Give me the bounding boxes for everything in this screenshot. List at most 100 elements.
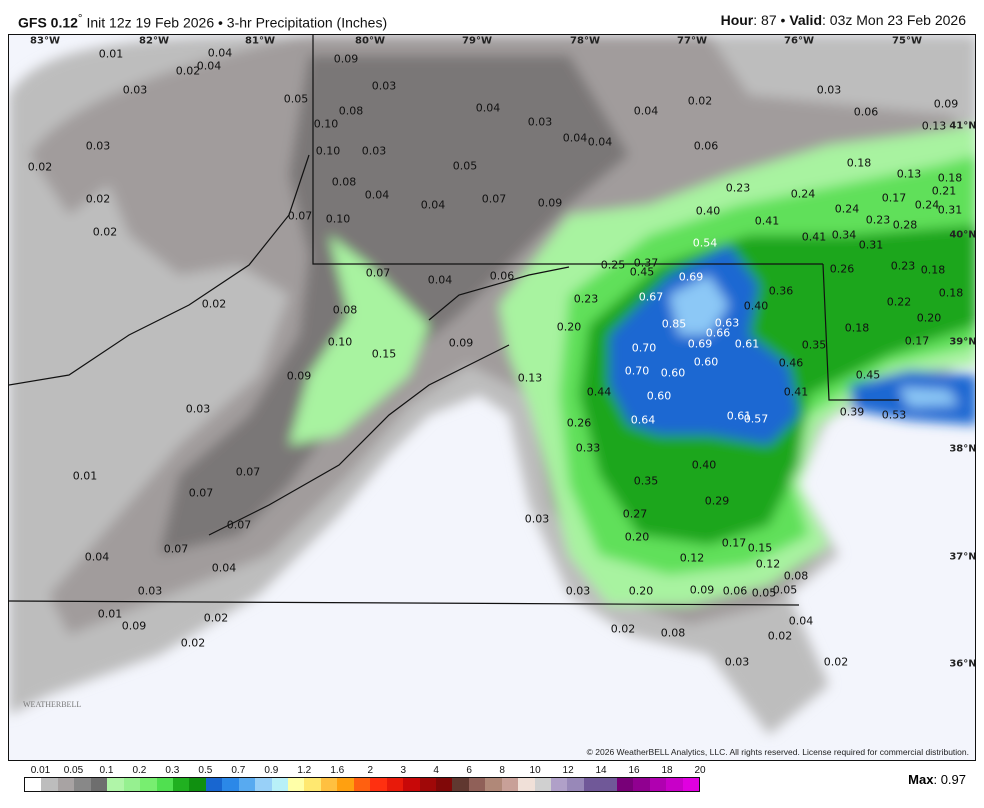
precip-value-label: 0.08 bbox=[783, 569, 809, 583]
legend-swatch bbox=[156, 778, 173, 791]
legend-swatch bbox=[288, 778, 305, 791]
precip-value-label: 0.07 bbox=[163, 542, 189, 556]
precip-value-label: 0.12 bbox=[755, 557, 781, 571]
precip-value-label: 0.03 bbox=[724, 655, 750, 669]
hour-label: Hour bbox=[720, 12, 754, 28]
precip-value-label: 0.24 bbox=[834, 202, 860, 216]
precip-value-label: 0.28 bbox=[892, 218, 918, 232]
legend-tick-label: 1.2 bbox=[297, 765, 312, 776]
legend-tick-label: 3 bbox=[400, 765, 406, 776]
precip-value-label: 0.04 bbox=[788, 614, 814, 628]
precip-value-label: 0.60 bbox=[693, 355, 719, 369]
legend-swatch bbox=[403, 778, 420, 791]
precip-value-label: 0.04 bbox=[420, 198, 446, 212]
legend-swatch bbox=[370, 778, 387, 791]
legend-swatch bbox=[452, 778, 469, 791]
legend-swatch bbox=[633, 778, 650, 791]
precip-value-label: 0.60 bbox=[660, 366, 686, 380]
precip-value-label: 0.18 bbox=[846, 156, 872, 170]
precip-value-label: 0.20 bbox=[916, 311, 942, 325]
precip-value-label: 0.09 bbox=[689, 583, 715, 597]
precip-value-label: 0.09 bbox=[333, 52, 359, 66]
precip-value-label: 0.85 bbox=[661, 317, 687, 331]
legend-swatch bbox=[567, 778, 584, 791]
legend-tick-label: 0.7 bbox=[231, 765, 246, 776]
legend-swatch bbox=[222, 778, 239, 791]
legend-swatch bbox=[468, 778, 486, 791]
init-text: Init 12z 19 Feb 2026 • 3-hr Precipitatio… bbox=[82, 14, 388, 31]
precip-value-label: 0.07 bbox=[188, 486, 214, 500]
precip-value-label: 0.41 bbox=[801, 230, 827, 244]
longitude-label: 79°W bbox=[462, 35, 492, 47]
precip-value-label: 0.35 bbox=[801, 338, 827, 352]
precip-value-label: 0.02 bbox=[27, 160, 53, 174]
legend-tick-label: 2 bbox=[367, 765, 374, 776]
model-name: GFS 0.12 bbox=[18, 14, 78, 31]
precip-value-label: 0.54 bbox=[692, 236, 718, 250]
precip-value-label: 0.23 bbox=[725, 181, 751, 195]
copyright: © 2026 WeatherBELL Analytics, LLC. All r… bbox=[586, 747, 969, 757]
legend-swatch bbox=[271, 778, 288, 791]
precip-value-label: 0.40 bbox=[743, 299, 769, 313]
precipitation-map[interactable]: 0.01 0.04 0.02 0.04 0.03 0.05 0.09 0.03 0.04 0.03… bbox=[8, 34, 976, 761]
precip-value-label: 0.09 bbox=[933, 97, 959, 111]
legend-swatch bbox=[682, 778, 699, 791]
precip-value-label: 0.02 bbox=[201, 297, 227, 311]
precip-value-label: 0.64 bbox=[630, 413, 656, 427]
state-borders bbox=[9, 35, 899, 606]
legend-tick-label: 0.2 bbox=[132, 765, 147, 776]
legend-tick-label: 0.01 bbox=[30, 765, 51, 776]
degree-symbol: ° bbox=[77, 12, 83, 25]
valid-label: Valid bbox=[789, 12, 822, 28]
legend-swatch bbox=[600, 778, 617, 791]
longitude-label: 77°W bbox=[677, 35, 707, 47]
blue-region bbox=[609, 245, 799, 445]
legend-swatch bbox=[386, 778, 404, 791]
precip-value-label: 0.41 bbox=[754, 214, 780, 228]
precip-value-label: 0.41 bbox=[783, 385, 809, 399]
precip-value-label: 0.03 bbox=[816, 83, 842, 97]
legend-swatch bbox=[320, 778, 338, 791]
precip-value-label: 0.31 bbox=[858, 238, 884, 252]
legend-tick-label: 10 bbox=[529, 765, 541, 776]
max-value: Max: 0.97 bbox=[908, 772, 966, 787]
legend-swatch bbox=[649, 778, 667, 791]
legend-swatch bbox=[25, 778, 42, 791]
legend-tick-label: 12 bbox=[562, 765, 574, 776]
precip-value-label: 0.01 bbox=[72, 469, 98, 483]
precip-value-label: 0.04 bbox=[475, 101, 501, 115]
latitude-label: 36°N bbox=[949, 658, 976, 670]
precip-value-label: 0.08 bbox=[338, 104, 364, 118]
precip-value-label: 0.18 bbox=[938, 286, 964, 300]
legend-swatch bbox=[666, 778, 683, 791]
precip-value-label: 0.15 bbox=[747, 541, 773, 555]
precip-value-label: 0.02 bbox=[610, 622, 636, 636]
light-blue-core-east bbox=[899, 387, 959, 407]
latitude-label: 39°N bbox=[949, 336, 976, 348]
precip-value-label: 0.01 bbox=[97, 607, 123, 621]
legend-swatch bbox=[107, 778, 124, 791]
latitude-label: 38°N bbox=[949, 443, 976, 455]
precip-value-label: 0.22 bbox=[886, 295, 912, 309]
legend-swatch bbox=[304, 778, 321, 791]
precip-value-label: 0.09 bbox=[121, 619, 147, 633]
weatherbell-logo: WEATHERBELL bbox=[23, 700, 82, 709]
precip-value-label: 0.46 bbox=[778, 356, 804, 370]
latitude-label: 37°N bbox=[949, 551, 976, 563]
precip-value-label: 0.21 bbox=[931, 184, 957, 198]
precip-value-label: 0.03 bbox=[371, 79, 397, 93]
precip-value-label: 0.23 bbox=[865, 213, 891, 227]
precip-fields bbox=[9, 35, 975, 735]
max-number: : 0.97 bbox=[933, 772, 966, 787]
precip-value-label: 0.66 bbox=[705, 326, 731, 340]
precip-value-label: 0.17 bbox=[904, 334, 930, 348]
legend-swatch bbox=[551, 778, 568, 791]
precip-value-label: 0.34 bbox=[831, 228, 857, 242]
precip-value-label: 0.61 bbox=[734, 337, 760, 351]
legend-tick-label: 8 bbox=[499, 765, 505, 776]
legend-tick-label: 0.05 bbox=[63, 765, 84, 776]
light-green-band bbox=[289, 235, 429, 445]
precip-value-label: 0.04 bbox=[196, 59, 222, 73]
legend-swatch bbox=[189, 778, 206, 791]
precip-value-label: 0.37 bbox=[633, 256, 659, 270]
